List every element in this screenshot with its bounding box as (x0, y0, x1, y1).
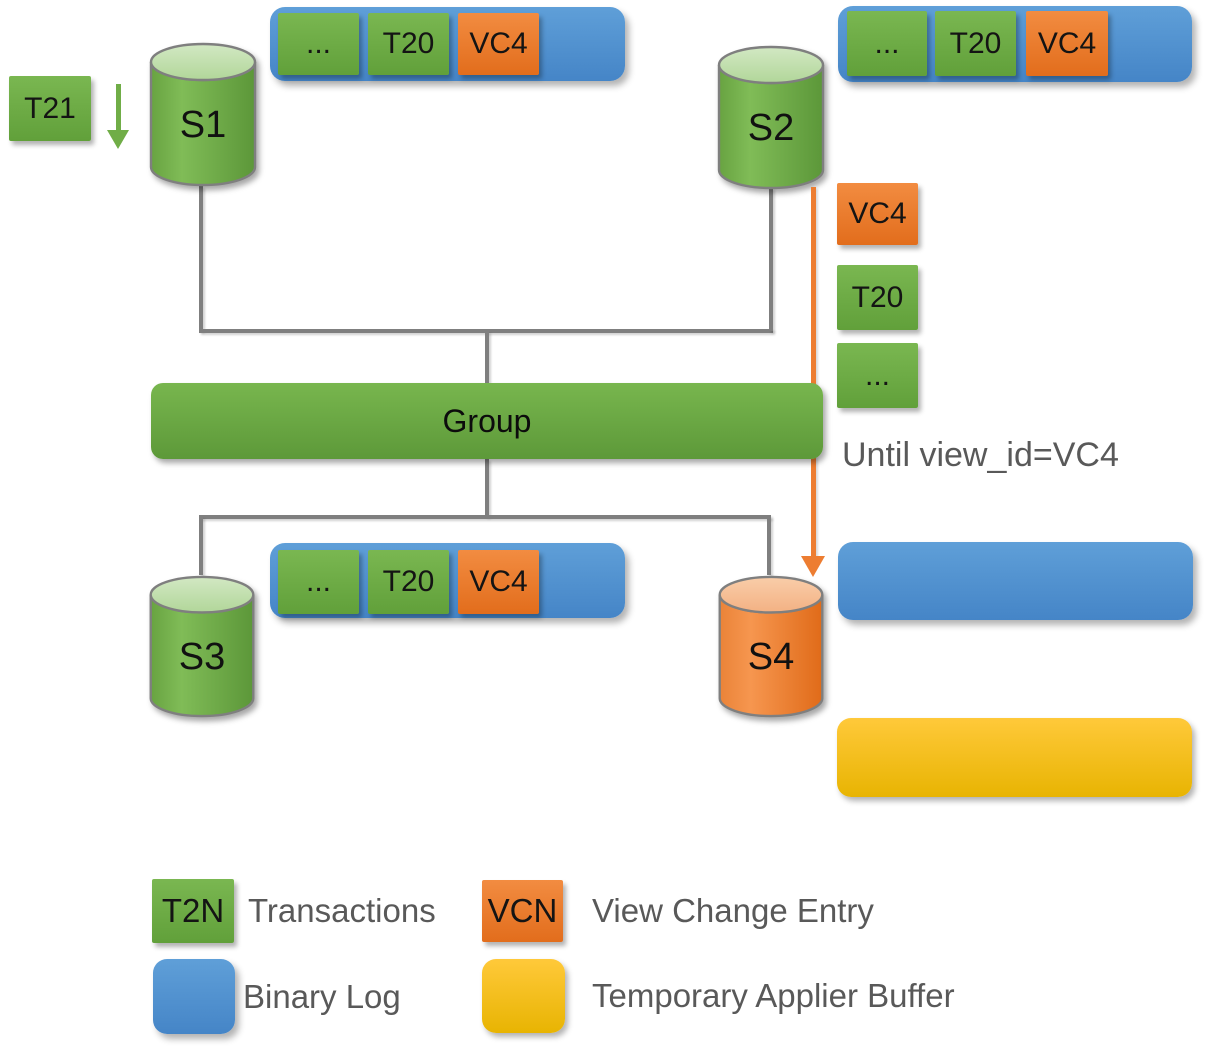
legend-label-binary-log: Binary Log (243, 977, 401, 1015)
legend-label-view-change: View Change Entry (592, 892, 874, 929)
stream-entry-label: T20 (851, 280, 904, 314)
connector-s2-down (769, 188, 773, 331)
incoming-transaction-label: T21 (24, 91, 76, 125)
legend-swatch-binary-log (153, 959, 235, 1034)
stream-entry-label: ... (864, 358, 890, 392)
connector-s4-up (767, 517, 771, 575)
binlog-entry-label: VC4 (469, 565, 528, 598)
recovery-arrow-icon (811, 187, 816, 557)
stream-entry-vc4: VC4 (837, 183, 918, 245)
binlog-entry-label: VC4 (1037, 26, 1097, 60)
incoming-transaction-chip: T21 (9, 76, 91, 141)
group-label: Group (442, 402, 532, 439)
legend-swatch-label: VCN (487, 892, 558, 929)
stream-entry-label: VC4 (848, 197, 907, 230)
server-label-s4: S4 (747, 636, 795, 678)
recovery-arrow-head-icon (801, 556, 825, 577)
binlog-entry-label: ... (305, 27, 331, 60)
legend-label-transactions: Transactions (248, 892, 436, 929)
connector-to-group-top (485, 331, 489, 383)
stream-entry-ellipsis: ... (837, 343, 918, 408)
server-label-s1: S1 (179, 104, 227, 146)
binlog-s1: ... T20 VC4 (270, 7, 625, 81)
connector-s3-up (199, 517, 203, 575)
incoming-arrow-icon (116, 84, 121, 132)
connector-from-group-bottom (485, 459, 489, 517)
until-annotation: Until view_id=VC4 (842, 436, 1119, 474)
stream-entry-t20: T20 (837, 265, 918, 330)
binlog-s3-entry-vc4: VC4 (458, 550, 539, 614)
binlog-entry-label: T20 (949, 26, 1002, 60)
binlog-entry-label: T20 (382, 565, 435, 598)
server-cylinder-s3 (149, 575, 255, 718)
binlog-s1-entry-t20: T20 (368, 13, 449, 75)
server-cylinder-s1 (149, 42, 257, 187)
legend-label-applier-buffer: Temporary Applier Buffer (592, 977, 955, 1014)
group-bar: Group (151, 383, 823, 459)
server-cylinder-s4 (718, 575, 824, 718)
binlog-s1-entry-vc4: VC4 (458, 13, 539, 75)
binlog-entry-label: VC4 (469, 27, 528, 60)
server-label-s3: S3 (178, 636, 226, 678)
legend-swatch-label: T2N (161, 892, 225, 929)
server-cylinder-s2 (717, 45, 825, 190)
binlog-entry-label: ... (874, 26, 900, 60)
binlog-s2-entry-t20: T20 (935, 11, 1016, 76)
legend-swatch-applier-buffer (482, 959, 565, 1033)
server-label-s2: S2 (747, 107, 795, 149)
binlog-s3: ... T20 VC4 (270, 543, 625, 618)
binlog-s3-entry-ellipsis: ... (278, 550, 359, 614)
applier-buffer-s4-empty (837, 718, 1192, 797)
connector-bottom-horizontal (199, 515, 771, 519)
binlog-s2-entry-vc4: VC4 (1026, 11, 1108, 76)
incoming-arrow-head-icon (107, 130, 129, 149)
binlog-s4-empty (838, 542, 1193, 620)
binlog-s2-entry-ellipsis: ... (847, 11, 927, 76)
legend-swatch-transactions: T2N (152, 879, 234, 943)
binlog-s2: ... T20 VC4 (838, 6, 1192, 82)
binlog-entry-label: T20 (382, 27, 435, 60)
legend-swatch-view-change: VCN (482, 880, 563, 942)
binlog-entry-label: ... (305, 565, 331, 598)
binlog-s3-entry-t20: T20 (368, 550, 449, 614)
connector-s1-down (199, 186, 203, 331)
binlog-s1-entry-ellipsis: ... (278, 13, 359, 75)
